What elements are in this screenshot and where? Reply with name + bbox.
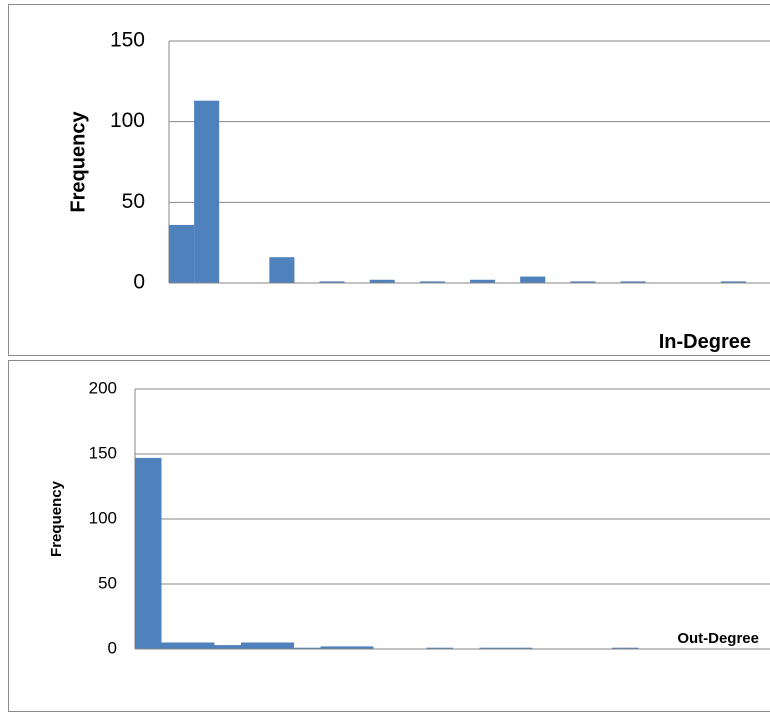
out-degree-bar bbox=[267, 642, 294, 649]
out-degree-y-tick-label: 200 bbox=[89, 378, 117, 397]
in-degree-bar bbox=[720, 281, 746, 283]
out-degree-y-tick-label: 150 bbox=[89, 443, 117, 462]
out-degree-bar bbox=[294, 647, 321, 649]
out-degree-y-tick-label: 50 bbox=[98, 573, 117, 592]
out-degree-x-axis-title: Out-Degree bbox=[677, 630, 759, 647]
in-degree-bar bbox=[194, 100, 220, 284]
out-degree-bar bbox=[135, 457, 162, 649]
in-degree-bar bbox=[269, 257, 295, 283]
in-degree-y-axis-title: Frequency bbox=[67, 111, 89, 213]
out-degree-y-tick-label: 100 bbox=[89, 508, 117, 527]
in-degree-bar bbox=[470, 279, 496, 283]
out-degree-bar bbox=[612, 647, 639, 649]
out-degree-bar bbox=[241, 642, 268, 649]
out-degree-bar bbox=[161, 642, 188, 649]
in-degree-y-tick-label: 150 bbox=[110, 29, 145, 52]
in-degree-y-tick-label: 100 bbox=[110, 109, 145, 132]
out-degree-chart-panel: 0 50 100 150 200 Frequency Out-Degree bbox=[8, 360, 770, 712]
in-degree-y-tick-label: 0 bbox=[133, 271, 145, 294]
in-degree-bar bbox=[570, 281, 596, 283]
in-degree-histogram: 0 50 100 150 Frequency In-Degree bbox=[67, 29, 770, 353]
out-degree-y-axis-title: Frequency bbox=[48, 480, 65, 557]
out-degree-bar bbox=[214, 645, 241, 649]
in-degree-bar bbox=[419, 281, 445, 283]
in-degree-bar bbox=[620, 281, 646, 283]
out-degree-bar bbox=[479, 647, 506, 649]
in-degree-x-axis-title: In-Degree bbox=[659, 331, 751, 353]
out-degree-y-tick-label: 0 bbox=[108, 638, 117, 657]
in-degree-chart-panel: 0 50 100 150 Frequency In-Degree bbox=[8, 4, 770, 356]
in-degree-bar bbox=[369, 279, 395, 283]
out-degree-bar bbox=[506, 647, 533, 649]
in-degree-bar bbox=[169, 224, 195, 283]
out-degree-histogram: 0 50 100 150 200 Frequency Out-Degree bbox=[48, 378, 770, 657]
in-degree-bar bbox=[520, 276, 546, 283]
out-degree-bar bbox=[188, 642, 215, 649]
out-degree-bar bbox=[320, 646, 347, 649]
in-degree-bar bbox=[319, 281, 345, 283]
out-degree-bar bbox=[347, 646, 374, 649]
in-degree-y-tick-label: 50 bbox=[122, 190, 145, 213]
out-degree-bar bbox=[426, 647, 453, 649]
